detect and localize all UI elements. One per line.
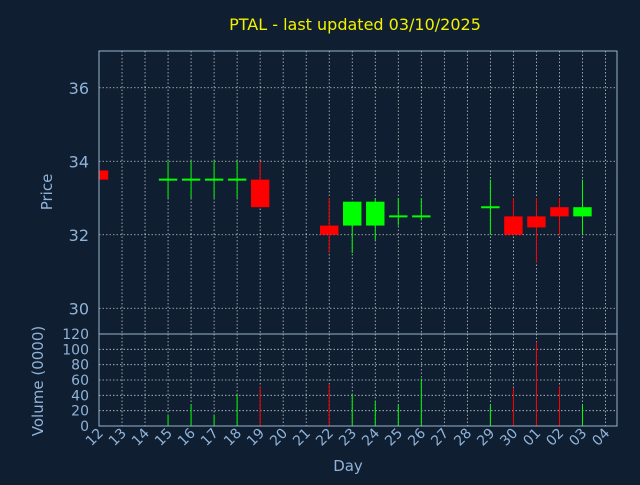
candle-body xyxy=(550,207,569,217)
candle-body xyxy=(504,216,523,235)
volume-panel-frame xyxy=(98,333,618,427)
price-tick-label: 34 xyxy=(69,152,89,171)
candle-body xyxy=(320,225,339,235)
price-tick-labels: 30 32 34 36 xyxy=(69,79,89,319)
volume-tick-label: 80 xyxy=(71,358,89,374)
x-axis-label: Day xyxy=(333,457,363,475)
volume-tick-label: 40 xyxy=(71,388,89,404)
price-tick-label: 32 xyxy=(69,226,89,245)
volume-tick-label: 60 xyxy=(71,373,89,389)
candle-body xyxy=(99,170,109,180)
candle-body xyxy=(366,201,385,226)
volume-bars xyxy=(167,341,583,426)
volume-tick-label: 100 xyxy=(62,342,89,358)
candle-body xyxy=(527,216,546,228)
price-tick-label: 36 xyxy=(69,79,89,98)
candle-body xyxy=(573,207,592,217)
price-gridlines xyxy=(98,51,617,334)
candle-body xyxy=(250,179,270,208)
candle-body xyxy=(343,201,362,226)
day-tick-labels: 12 13 14 15 16 17 18 19 20 21 22 23 24 25 26 27 28 29 30 01… xyxy=(83,425,613,449)
chart-title: PTAL - last updated 03/10/2025 xyxy=(229,15,481,34)
volume-tick-label: 120 xyxy=(62,327,89,343)
volume-tick-label: 20 xyxy=(71,404,89,420)
price-axis-label: Price xyxy=(38,174,56,211)
volume-tick-label: 0 xyxy=(80,419,89,435)
price-tick-label: 30 xyxy=(69,299,89,318)
volume-axis-label: Volume (0000) xyxy=(29,326,47,436)
